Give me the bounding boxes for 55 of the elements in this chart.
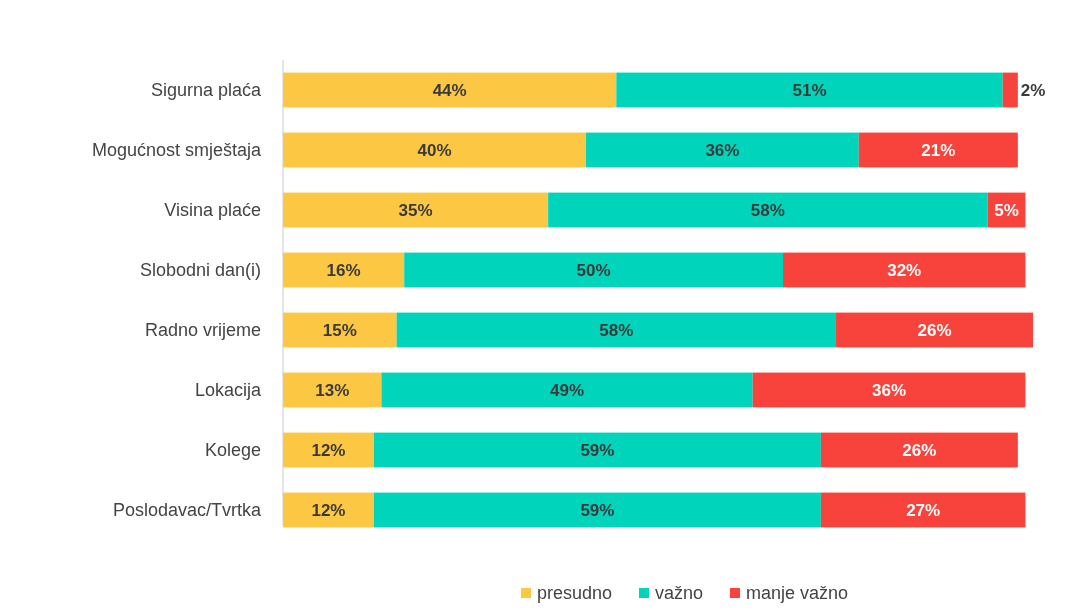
data-label: 58% (750, 200, 785, 220)
bar (858, 132, 1018, 168)
bar (836, 312, 1033, 348)
y-tick-label: Mogućnost smještaja (91, 140, 262, 161)
data-label: 27% (906, 500, 941, 520)
bar (396, 312, 837, 348)
y-tick-label: Radno vrijeme (144, 320, 261, 341)
bar (283, 192, 549, 228)
data-label: 16% (326, 260, 361, 280)
bar (283, 312, 397, 348)
data-label: 12% (311, 440, 346, 460)
data-label: 15% (322, 320, 357, 340)
legend-label: važno (655, 583, 704, 604)
bar (616, 72, 1003, 108)
bar (283, 252, 405, 288)
data-label: 26% (917, 320, 952, 340)
data-label: 26% (902, 440, 937, 460)
bar (783, 252, 1026, 288)
data-label: 36% (705, 140, 740, 160)
data-label: 44% (432, 80, 467, 100)
data-label: 40% (417, 140, 452, 160)
bar (586, 132, 859, 168)
data-label: 13% (315, 380, 350, 400)
data-label: 50% (576, 260, 611, 280)
legend-label: presudno (537, 583, 613, 604)
data-label: 59% (580, 440, 615, 460)
bar (381, 372, 753, 408)
bar (283, 72, 617, 108)
bar (820, 492, 1026, 528)
data-label: 5% (994, 200, 1019, 220)
y-tick-label: Visina plaće (164, 200, 261, 221)
legend-label: manje važno (746, 583, 849, 604)
y-tick-label: Sigurna plaća (150, 80, 262, 101)
y-tick-label: Kolege (204, 440, 261, 461)
bar (404, 252, 783, 288)
bar (373, 432, 821, 468)
bar (548, 192, 988, 228)
y-tick-label: Poslodavac/Tvrtka (112, 500, 262, 521)
data-label: 59% (580, 500, 615, 520)
data-label: 49% (550, 380, 585, 400)
y-tick-label: Slobodni dan(i) (139, 260, 261, 281)
data-label: 21% (921, 140, 956, 160)
data-label: 51% (792, 80, 827, 100)
data-label: 12% (311, 500, 346, 520)
data-label: 2% (1020, 80, 1046, 100)
bar (1002, 72, 1018, 108)
data-label: 58% (599, 320, 634, 340)
data-label: 36% (872, 380, 907, 400)
y-tick-label: Lokacija (194, 380, 262, 401)
bar (820, 432, 1018, 468)
bar (752, 372, 1026, 408)
data-label: 35% (398, 200, 433, 220)
bar (283, 132, 587, 168)
bar (373, 492, 821, 528)
data-label: 32% (887, 260, 922, 280)
